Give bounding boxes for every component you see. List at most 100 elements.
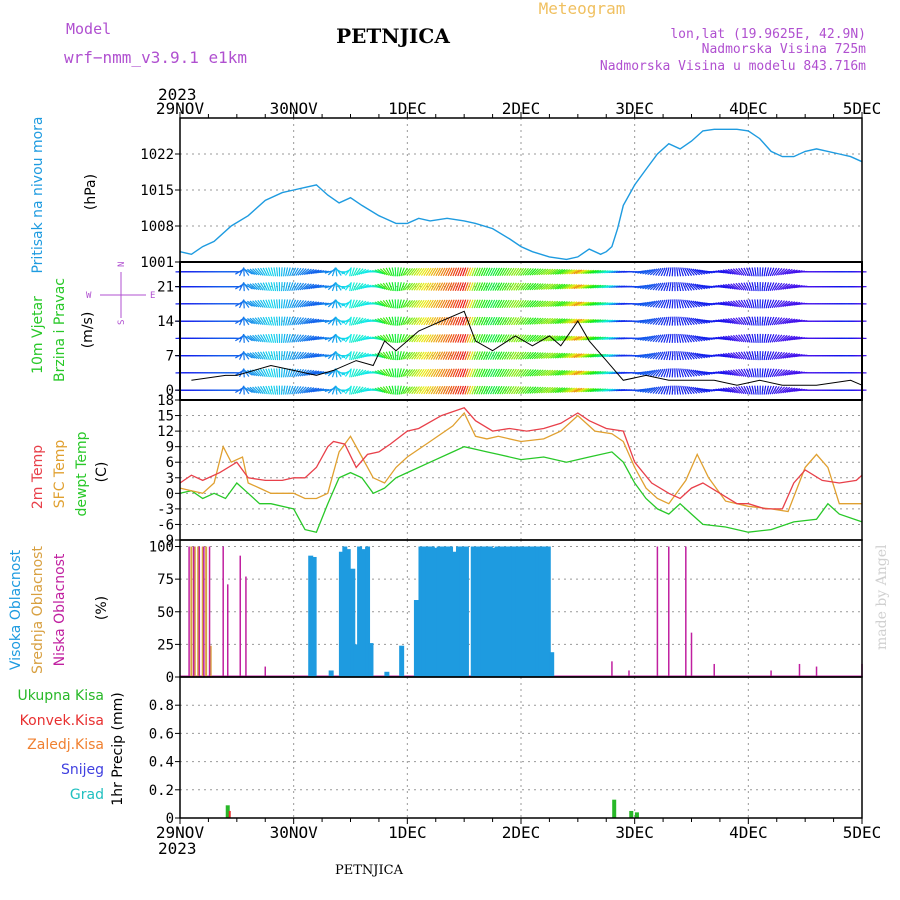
wind-barb <box>257 267 264 276</box>
wind-barb <box>769 316 775 326</box>
wind-barb <box>571 301 580 307</box>
wind-barb <box>727 300 736 307</box>
high-cloud-bar <box>538 546 544 677</box>
wind-barb <box>754 333 757 343</box>
wind-barb <box>751 299 755 309</box>
wind-barb <box>445 316 451 326</box>
wind-barb <box>297 386 305 395</box>
wind-barb <box>754 267 757 277</box>
wind-barb <box>473 267 479 277</box>
wind-barb <box>499 368 505 378</box>
wind-barb <box>462 299 467 309</box>
wind-barb <box>730 369 738 377</box>
wind-barb <box>738 368 745 377</box>
wind-barb <box>786 352 796 359</box>
wind-barb <box>273 267 277 277</box>
wind-barb <box>513 386 520 395</box>
wind-barb <box>396 282 399 292</box>
wind-barb <box>754 299 757 309</box>
wind-barb <box>428 385 434 395</box>
wind-barb <box>352 334 358 343</box>
wind-barb <box>666 333 670 343</box>
wind-barb <box>435 368 441 378</box>
wind-barb <box>696 283 706 290</box>
wind-barb <box>293 282 299 291</box>
wind-barb <box>385 385 392 395</box>
wind-barb <box>437 385 444 395</box>
wind-barb <box>254 334 262 343</box>
wind-barb <box>327 283 336 291</box>
wind-barb <box>552 300 561 307</box>
wind-barb <box>403 317 411 325</box>
wind-barb <box>487 299 493 309</box>
wind-barb <box>331 299 336 309</box>
wind-barb <box>652 334 660 343</box>
wind-barb <box>276 368 279 378</box>
wind-barb <box>285 282 289 292</box>
wind-barb <box>520 282 527 291</box>
wind-barb <box>585 388 595 393</box>
wind-barb <box>568 370 578 376</box>
wind-barb <box>585 269 595 274</box>
wind-barb <box>354 267 361 276</box>
wind-barb <box>440 316 446 326</box>
wind-barb <box>522 317 529 326</box>
wind-barb <box>289 282 294 292</box>
wind-barb <box>471 368 476 378</box>
wind-barb <box>287 351 291 361</box>
wind-barb <box>639 370 649 376</box>
wind-barb <box>267 368 273 378</box>
wind-barb <box>722 387 732 393</box>
wind-barb <box>411 368 418 377</box>
wind-barb <box>649 386 658 394</box>
temperature-ytick-label: 6 <box>166 455 174 471</box>
wind-barb <box>786 283 796 290</box>
wind-barb <box>784 352 793 359</box>
wind-barb <box>310 353 320 359</box>
wind-barb <box>312 370 322 375</box>
wind-barb <box>469 368 474 378</box>
wind-barb <box>527 369 534 377</box>
wind-barb <box>663 385 668 395</box>
low-cloud-bar <box>798 663 801 677</box>
wind-barb <box>784 300 793 307</box>
wind-barb <box>777 334 786 343</box>
wind-barb <box>428 282 434 291</box>
wind-barb <box>748 316 753 326</box>
wind-barb <box>418 282 425 291</box>
wind-barb <box>678 299 682 309</box>
wind-barb <box>540 300 549 308</box>
wind-barb <box>680 282 684 292</box>
wind-barb <box>647 268 656 276</box>
wind-barb <box>527 282 534 291</box>
wind-barb <box>273 385 277 395</box>
wind-barb <box>418 351 425 360</box>
wind-barb <box>238 282 245 291</box>
wind-barb <box>788 336 798 341</box>
wind-barb <box>459 299 464 309</box>
wind-barb <box>350 333 355 343</box>
wind-barb <box>578 269 587 275</box>
high-cloud-bar <box>444 546 450 677</box>
wind-barb <box>301 268 310 276</box>
wind-barb <box>430 282 437 291</box>
wind-barb <box>694 283 703 290</box>
wind-barb <box>492 299 498 309</box>
wind-barb <box>400 385 405 395</box>
wind-barb <box>720 387 730 393</box>
wind-barb <box>459 351 464 361</box>
wind-barb <box>394 316 397 326</box>
wind-barb <box>578 370 587 376</box>
wind-barb <box>299 317 307 325</box>
wind-barb <box>506 317 513 326</box>
wind-barb <box>722 335 732 341</box>
wind-barb <box>496 282 503 291</box>
wind-barb <box>730 268 738 276</box>
wind-barb <box>398 368 402 378</box>
wind-barb <box>657 334 664 343</box>
wind-barb <box>388 385 393 395</box>
high-cloud-bar <box>532 546 538 677</box>
wind-barb <box>430 316 437 326</box>
wind-barb <box>267 333 273 343</box>
wind-barb <box>492 316 498 326</box>
